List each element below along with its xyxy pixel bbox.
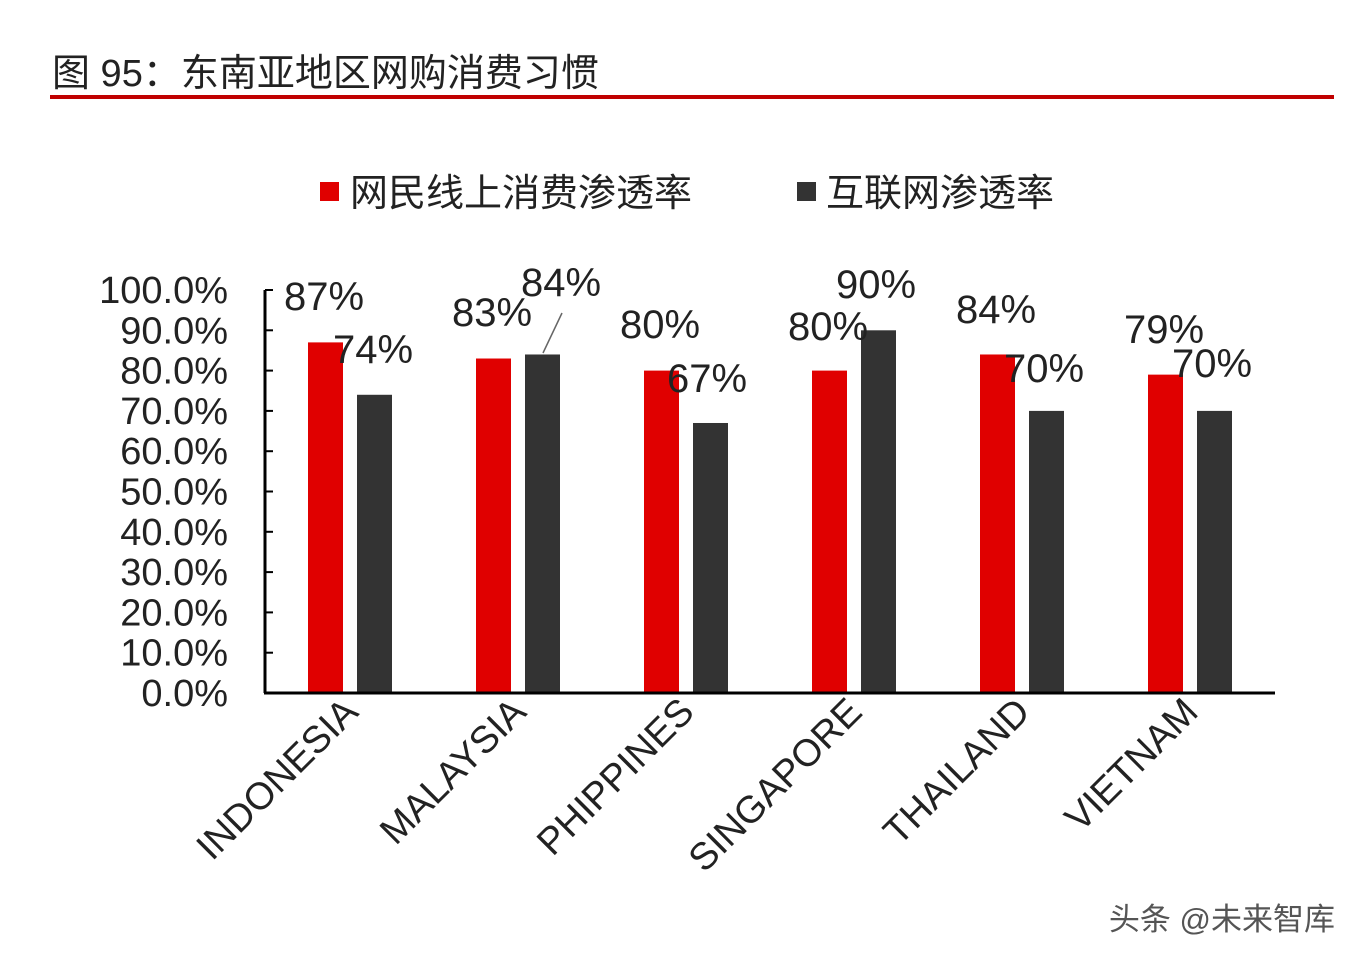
bar-phippines-online-consumption <box>644 370 679 693</box>
y-tick-label: 0.0% <box>141 673 228 715</box>
data-label: 70% <box>1172 342 1252 386</box>
y-axis: 0.0%10.0%20.0%30.0%40.0%50.0%60.0%70.0%8… <box>99 270 273 715</box>
title-rule <box>50 95 1334 99</box>
x-tick-label: PHIPPINES <box>529 691 702 864</box>
legend: 网民线上消费渗透率 互联网渗透率 <box>320 173 1054 215</box>
data-label: 79% <box>1124 308 1204 352</box>
data-label: 67% <box>667 357 747 401</box>
bar-vietnam-internet <box>1197 410 1232 693</box>
y-tick-label: 30.0% <box>120 552 228 594</box>
legend-swatch <box>320 182 339 201</box>
y-tick-label: 40.0% <box>120 512 228 554</box>
y-tick-label: 60.0% <box>120 431 228 473</box>
x-tick-label: THAILAND <box>876 691 1039 854</box>
watermark: 头条 @未来智库 <box>1109 902 1335 937</box>
y-tick-label: 90.0% <box>120 310 228 352</box>
data-label: 84% <box>956 288 1036 332</box>
bar-malaysia-online-consumption <box>476 358 511 693</box>
y-tick-label: 80.0% <box>120 351 228 393</box>
bar-thailand-online-consumption <box>980 354 1015 693</box>
data-label: 87% <box>284 275 364 319</box>
data-label: 84% <box>521 261 601 305</box>
figure-title: 图 95：东南亚地区网购消费习惯 <box>52 53 599 95</box>
y-tick-label: 20.0% <box>120 592 228 634</box>
bar-singapore-internet <box>861 330 896 693</box>
y-tick-label: 50.0% <box>120 472 228 514</box>
data-label: 90% <box>836 263 916 307</box>
data-label: 80% <box>620 303 700 347</box>
label-leader-line <box>542 312 563 354</box>
x-tick-label: SINGAPORE <box>681 691 870 880</box>
x-tick-label: VIETNAM <box>1057 691 1206 840</box>
x-tick-label: MALAYSIA <box>372 690 535 853</box>
y-tick-label: 10.0% <box>120 633 228 675</box>
data-labels: 87%74%83%84%80%67%80%90%84%70%79%70% <box>284 261 1252 401</box>
x-tick-label: INDONESIA <box>189 690 367 868</box>
bar-malaysia-internet <box>525 354 560 693</box>
data-label: 74% <box>333 328 413 372</box>
y-tick-label: 100.0% <box>99 270 228 312</box>
data-label: 80% <box>788 305 868 349</box>
bars <box>308 330 1232 693</box>
bar-indonesia-internet <box>357 394 392 693</box>
legend-label: 网民线上消费渗透率 <box>350 173 692 215</box>
bar-indonesia-online-consumption <box>308 342 343 693</box>
legend-swatch <box>797 182 816 201</box>
data-label: 70% <box>1004 347 1084 391</box>
data-label: 83% <box>452 291 532 335</box>
bar-singapore-online-consumption <box>812 370 847 693</box>
y-tick-label: 70.0% <box>120 391 228 433</box>
bar-phippines-internet <box>693 422 728 693</box>
bar-thailand-internet <box>1029 410 1064 693</box>
bar-vietnam-online-consumption <box>1148 374 1183 693</box>
legend-label: 互联网渗透率 <box>826 173 1054 215</box>
